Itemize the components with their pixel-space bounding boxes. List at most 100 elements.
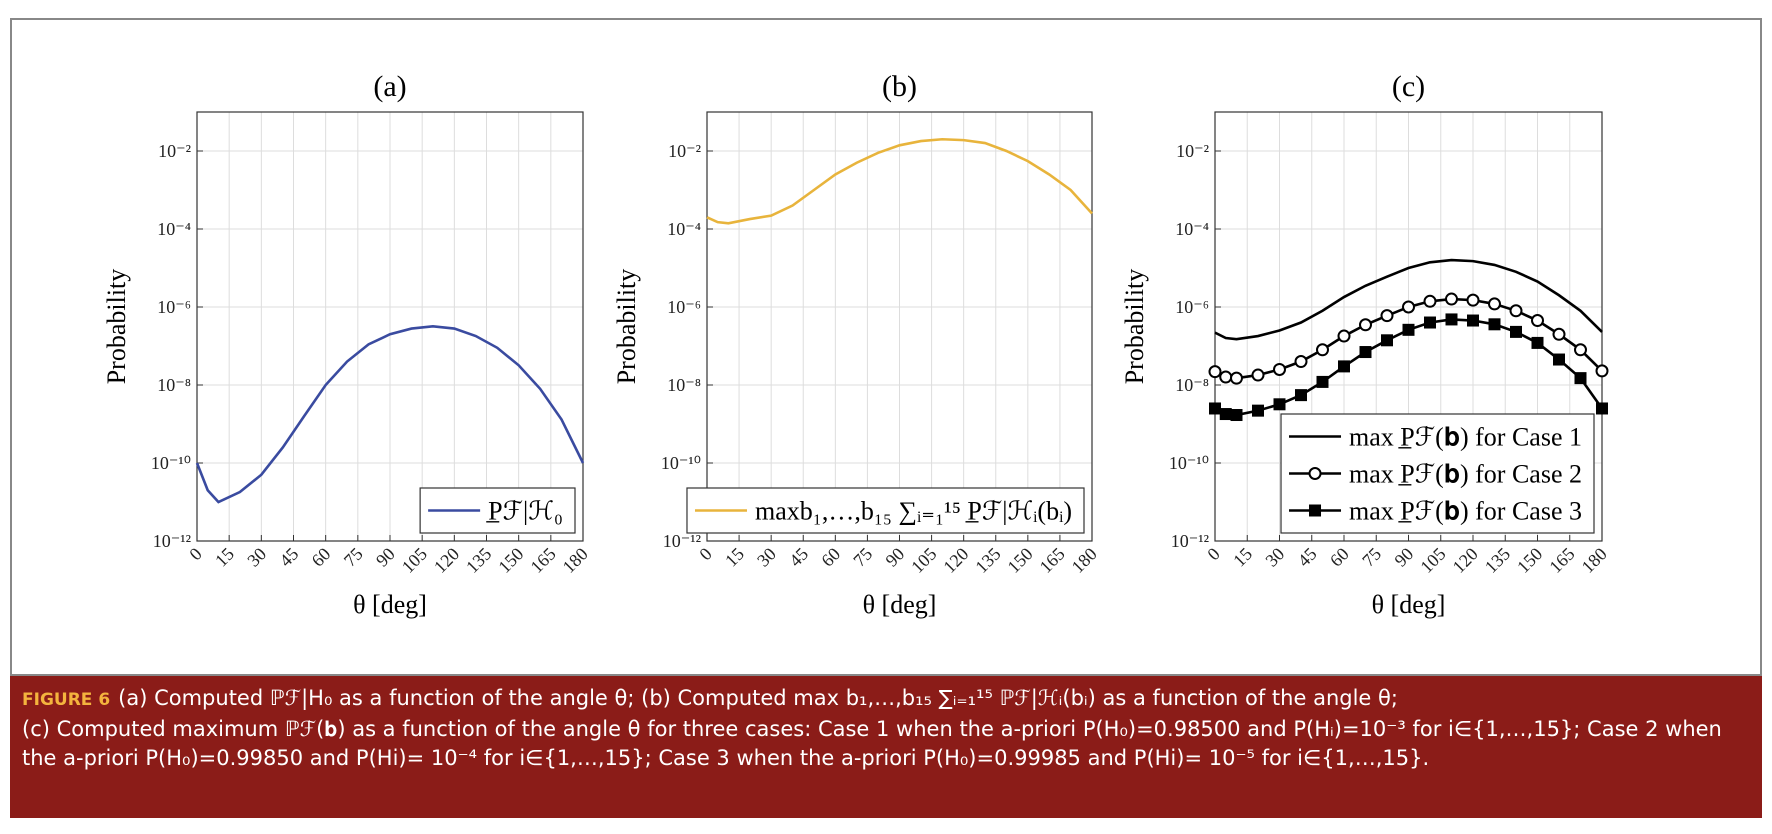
x-tick-label: 165	[526, 544, 559, 577]
marker	[1251, 368, 1265, 382]
axes-box	[706, 111, 1093, 542]
x-tick-label: 75	[849, 544, 876, 571]
caption-label: FIGURE 6	[22, 690, 111, 710]
x-tick-label: 75	[1358, 544, 1385, 571]
y-tick-label: 10⁻¹⁰	[1169, 453, 1209, 473]
x-tick-label: 45	[275, 544, 302, 571]
x-tick-label: 0	[185, 544, 206, 565]
y-tick-label: 10⁻²	[158, 141, 191, 161]
x-tick-label: 165	[1036, 544, 1069, 577]
figure-frame	[10, 18, 1762, 676]
x-axis-label: θ [deg]	[353, 590, 427, 619]
x-tick-label: 150	[1513, 544, 1546, 577]
x-tick-label: 15	[211, 544, 238, 571]
marker	[1531, 336, 1544, 349]
x-tick-label: 105	[1416, 544, 1449, 577]
y-tick-label: 10⁻¹²	[153, 531, 191, 551]
caption: FIGURE 6 (a) Computed ℙℱ|H₀ as a function…	[10, 676, 1762, 818]
x-tick-label: 15	[721, 544, 748, 571]
marker	[1338, 360, 1350, 373]
marker	[1553, 353, 1565, 366]
marker	[1208, 365, 1222, 379]
y-axis-label: Probability	[1120, 269, 1149, 385]
y-tick-label: 10⁻⁴	[1175, 219, 1209, 239]
x-tick-label: 30	[1261, 544, 1288, 571]
marker	[1359, 346, 1372, 359]
x-tick-label: 30	[243, 544, 270, 571]
y-tick-label: 10⁻⁸	[1175, 375, 1209, 395]
marker	[1273, 398, 1286, 411]
caption-line: FIGURE 6 (a) Computed ℙℱ|H₀ as a function…	[22, 684, 1750, 715]
x-tick-label: 0	[695, 544, 716, 565]
x-tick-label: 45	[785, 544, 812, 571]
marker	[1488, 318, 1501, 331]
x-tick-label: 90	[881, 544, 908, 571]
legend-marker	[1309, 504, 1322, 517]
legend-marker	[1308, 467, 1322, 480]
marker	[1596, 402, 1608, 415]
x-tick-label: 0	[1203, 544, 1224, 565]
marker	[1552, 327, 1566, 341]
legend: max P̲ℱ(𝐛) for Case 1 max P̲ℱ(𝐛) for Case…	[1280, 413, 1595, 534]
marker	[1316, 375, 1329, 388]
series-line	[1214, 258, 1603, 341]
axes-box	[1214, 111, 1603, 542]
x-tick-label: 105	[398, 544, 431, 577]
x-tick-label: 180	[1068, 544, 1101, 577]
marker	[1337, 329, 1351, 343]
x-tick-label: 180	[559, 544, 592, 577]
marker	[1316, 343, 1329, 357]
legend-label: max P̲ℱ(𝐛) for Case 2	[1349, 460, 1582, 489]
y-tick-label: 10⁻¹²	[663, 531, 701, 551]
series-line	[195, 324, 585, 504]
y-tick-label: 10⁻⁶	[667, 297, 701, 317]
x-tick-label: 60	[817, 544, 844, 571]
marker	[1219, 408, 1232, 421]
marker	[1445, 292, 1458, 306]
x-tick-label: 15	[1229, 544, 1256, 571]
legend: maxb₁,…,b₁₅ ∑ᵢ₌₁¹⁵ P̲ℱ|ℋᵢ(bᵢ)	[686, 487, 1085, 534]
chart-title: (b)	[882, 70, 917, 103]
y-tick-label: 10⁻²	[1176, 141, 1209, 161]
x-tick-label: 60	[1326, 544, 1353, 571]
marker	[1209, 402, 1221, 415]
marker	[1509, 304, 1523, 318]
y-tick-label: 10⁻²	[668, 141, 701, 161]
marker	[1595, 364, 1609, 378]
marker	[1510, 325, 1522, 338]
caption-text: (a) Computed ℙℱ|H₀ as a function of the …	[118, 686, 1398, 710]
x-tick-label: 90	[1390, 544, 1417, 571]
x-axis-label: θ [deg]	[863, 590, 937, 619]
marker	[1402, 323, 1415, 336]
marker	[1230, 409, 1243, 422]
y-tick-label: 10⁻⁸	[667, 375, 701, 395]
x-tick-label: 30	[753, 544, 780, 571]
y-tick-label: 10⁻¹²	[1171, 531, 1209, 551]
x-tick-label: 90	[372, 544, 399, 571]
axes-box	[196, 111, 584, 542]
marker	[1230, 371, 1243, 385]
x-tick-label: 60	[308, 544, 335, 571]
legend-label: max P̲ℱ(𝐛) for Case 3	[1349, 497, 1582, 526]
chart-title: (c)	[1392, 70, 1425, 103]
y-tick-label: 10⁻¹⁰	[661, 453, 701, 473]
x-tick-label: 180	[1578, 544, 1611, 577]
marker	[1252, 404, 1264, 417]
marker	[1423, 294, 1437, 308]
legend: P̲ℱ|ℋ₀	[419, 487, 576, 534]
marker	[1424, 316, 1436, 329]
y-tick-label: 10⁻⁶	[157, 297, 191, 317]
legend-box	[686, 487, 1085, 534]
caption-line: (c) Computed maximum ℙℱ(𝐛) as a function…	[22, 717, 1722, 770]
x-axis-label: θ [deg]	[1372, 590, 1446, 619]
marker	[1466, 293, 1480, 307]
x-tick-label: 45	[1294, 544, 1321, 571]
x-tick-label: 135	[971, 544, 1004, 577]
marker	[1273, 362, 1286, 376]
x-tick-label: 75	[340, 544, 367, 571]
marker	[1294, 355, 1308, 369]
x-tick-label: 120	[430, 544, 463, 577]
marker	[1381, 334, 1393, 347]
x-tick-label: 120	[1449, 544, 1482, 577]
